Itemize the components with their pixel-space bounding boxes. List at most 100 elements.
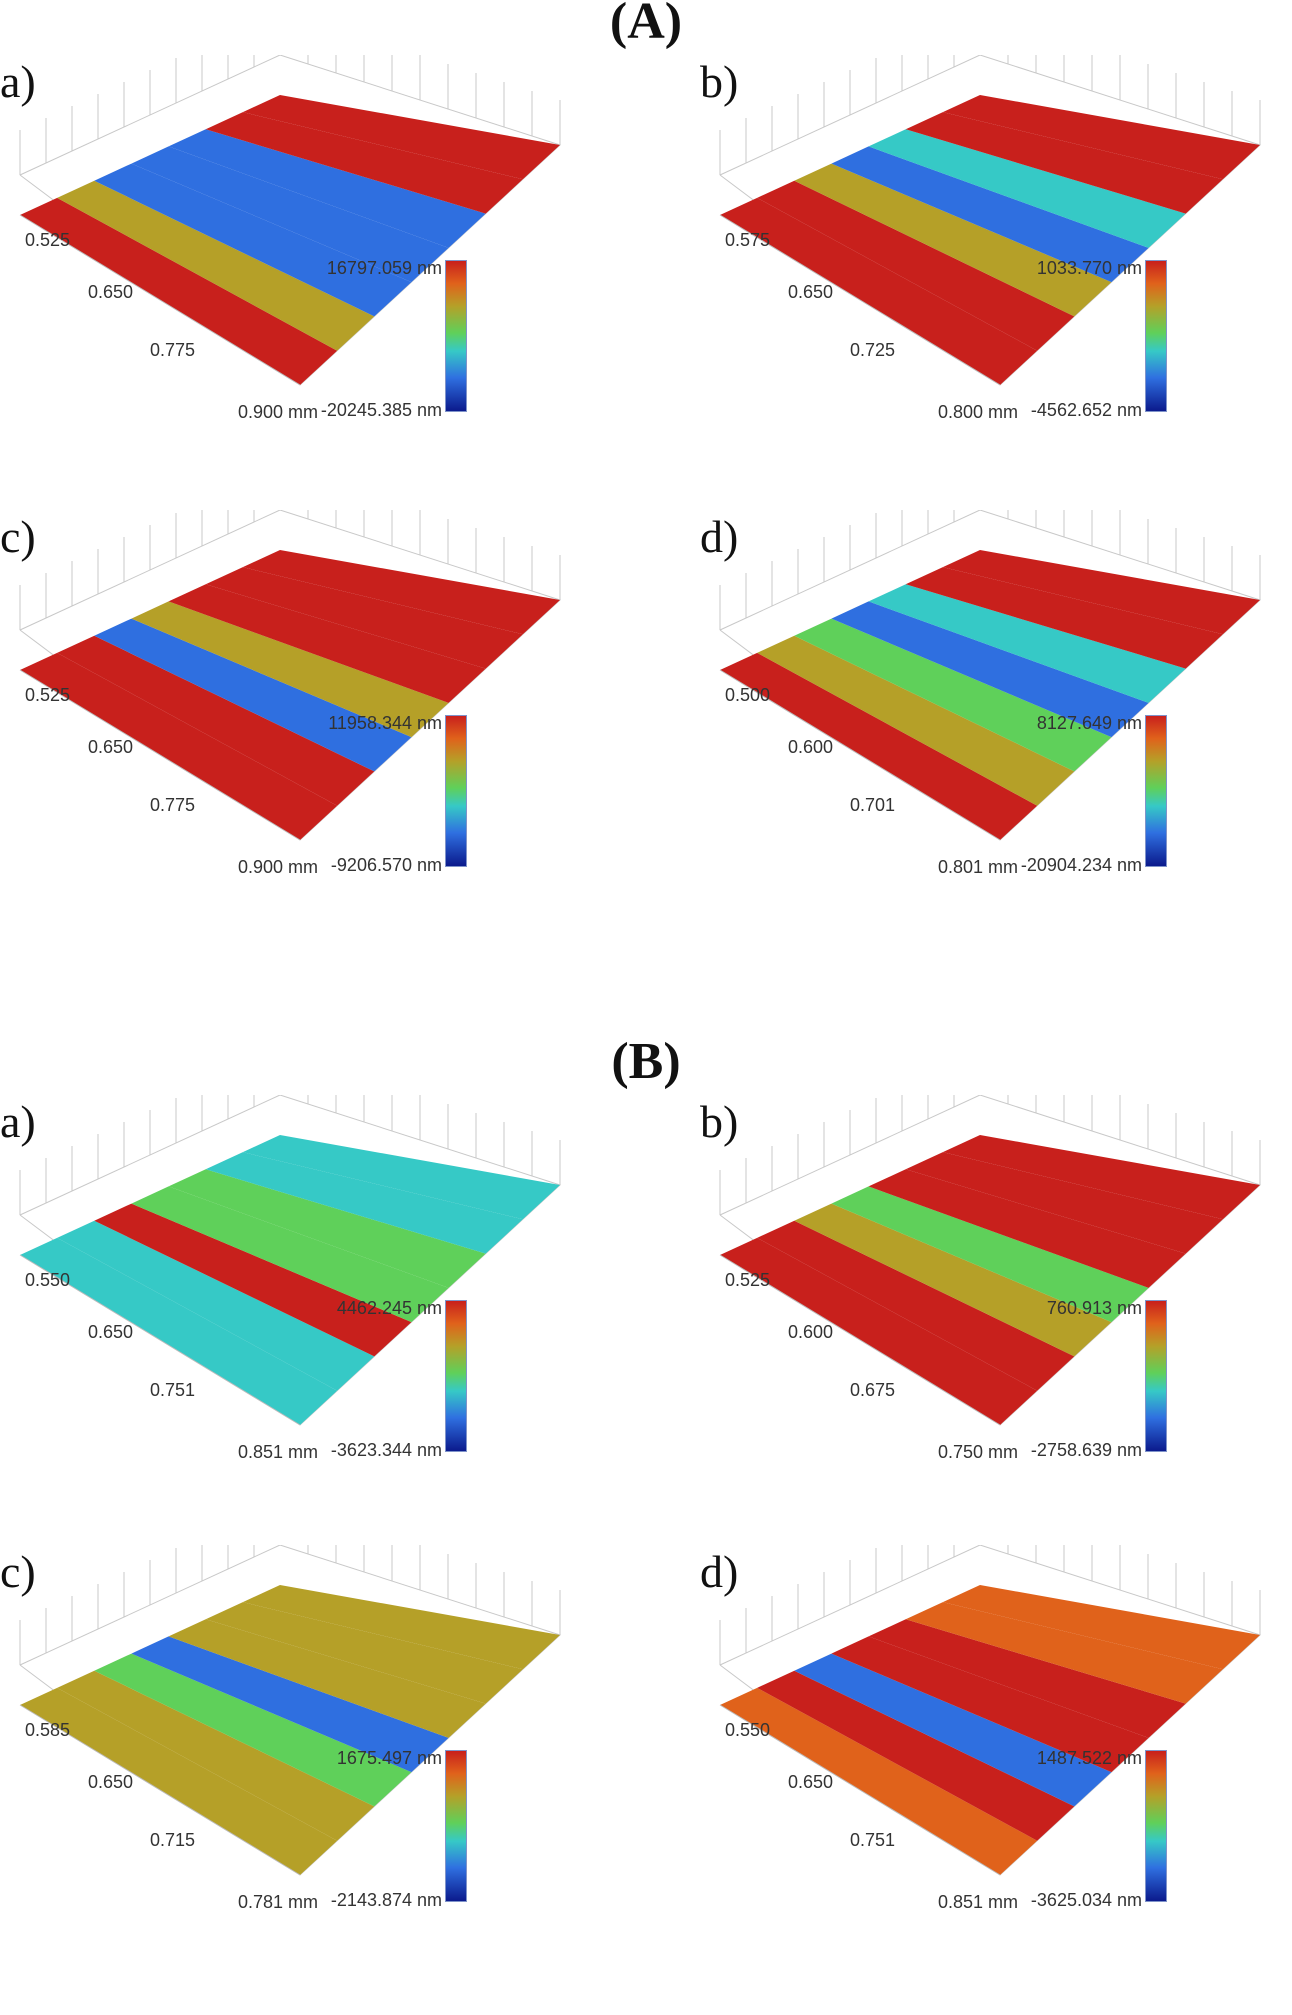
surface-band <box>831 146 1149 283</box>
axis-tick-label: 0.800 mm <box>938 402 1019 422</box>
panel-label: a) <box>0 1096 36 1147</box>
surface-band <box>20 1687 338 1875</box>
axis-tick-label: 0.781 mm <box>238 1892 319 1912</box>
surface-band <box>831 1186 1149 1323</box>
colorbar <box>445 1300 467 1452</box>
panel-label: b) <box>700 1096 739 1147</box>
colorbar-max-label: 8127.649 nm <box>1036 713 1142 733</box>
panel-label: d) <box>700 511 739 562</box>
colorbar <box>1145 715 1167 867</box>
surface-band <box>20 652 338 840</box>
axis-tick-label: 0.715 <box>150 1830 196 1850</box>
panel-label: c) <box>0 511 36 562</box>
axis-tick-label: 0.585 <box>25 1720 71 1740</box>
surface-band <box>794 618 1112 772</box>
axis-line <box>19 1254 301 1426</box>
colorbar-min-label: -2758.639 nm <box>1030 1440 1142 1460</box>
surface-band <box>868 1619 1186 1738</box>
surface-plot <box>719 55 1261 386</box>
colorbar-min-label: -3623.344 nm <box>330 1440 442 1460</box>
axis-tick-label: 0.775 <box>150 795 196 815</box>
colorbar-max-label: 760.913 nm <box>1046 1298 1142 1318</box>
colorbar-min-label: -9206.570 nm <box>330 855 442 875</box>
axis-tick-label: 0.725 <box>850 340 896 360</box>
axis-tick-label: 0.775 <box>150 340 196 360</box>
colorbar <box>1145 1750 1167 1902</box>
axis-tick-label: 0.550 <box>25 1270 71 1290</box>
axis-tick-label: 0.851 mm <box>938 1892 1019 1912</box>
axis-tick-label: 0.650 <box>88 1322 134 1342</box>
surface-band <box>905 567 1223 669</box>
colorbar <box>1145 260 1167 412</box>
surface-band <box>942 1135 1260 1220</box>
axis-tick-label: 0.650 <box>88 1772 134 1792</box>
surface-band <box>905 1602 1223 1704</box>
surface-band <box>242 550 560 635</box>
surface-band <box>94 163 412 317</box>
surface-band <box>168 1619 486 1738</box>
surface-plot <box>719 510 1261 841</box>
axis-line <box>19 1704 301 1876</box>
panel-label: b) <box>700 56 739 107</box>
colorbar-max-label: 16797.059 nm <box>326 258 442 278</box>
surface-band <box>131 1186 449 1323</box>
axis-line <box>19 214 301 386</box>
axis-tick-label: 0.900 mm <box>238 402 319 422</box>
colorbar <box>445 1750 467 1902</box>
axis-tick-label: 0.751 <box>850 1830 896 1850</box>
panel-b-b: b) 0.525 0.600 0.675 0.750 mm 760.913 nm -2758… <box>700 1095 1292 1565</box>
surface-band <box>757 1220 1075 1391</box>
axis-tick-label: 0.701 <box>850 795 896 815</box>
surface-band <box>57 635 375 806</box>
surface-band <box>131 146 449 283</box>
colorbar <box>445 260 467 412</box>
axis-line <box>719 214 1001 386</box>
axis-line <box>719 669 1001 841</box>
axis-tick-label: 0.550 <box>725 1720 771 1740</box>
section-title-a: (A) <box>609 0 683 50</box>
surface-band <box>942 550 1260 635</box>
panel-label: d) <box>700 1546 739 1597</box>
panel-label: c) <box>0 1546 36 1597</box>
surface-band <box>94 1653 412 1807</box>
surface-band <box>20 197 338 385</box>
axis-tick-label: 0.751 <box>150 1380 196 1400</box>
colorbar <box>445 715 467 867</box>
surface-band <box>794 1203 1112 1357</box>
colorbar-min-label: -2143.874 nm <box>330 1890 442 1910</box>
surface-band <box>205 1602 523 1704</box>
axis-tick-label: 0.650 <box>88 282 134 302</box>
surface-band <box>720 197 1038 385</box>
panel-a-c: c) 0.525 0.650 0.775 0.900 mm 11958.344 nm -92… <box>0 510 620 980</box>
panel-a-d: d) 0.500 0.600 0.701 0.801 mm 8127.649 nm -209… <box>700 510 1292 980</box>
surface-band <box>57 1220 375 1391</box>
panel-a-b: b) 0.575 0.650 0.725 0.800 mm 1033.770 nm -456… <box>700 55 1292 525</box>
surface-band <box>131 1636 449 1773</box>
axis-tick-label: 0.525 <box>725 1270 771 1290</box>
axis-tick-label: 0.575 <box>725 230 771 250</box>
axis-tick-label: 0.675 <box>850 1380 896 1400</box>
surface-band <box>94 618 412 772</box>
surface-band <box>168 1169 486 1288</box>
surface-band <box>168 584 486 703</box>
colorbar-max-label: 1033.770 nm <box>1036 258 1142 278</box>
surface-band <box>57 1670 375 1841</box>
axis-tick-label: 0.750 mm <box>938 1442 1019 1462</box>
surface-band <box>757 1670 1075 1841</box>
colorbar-max-label: 11958.344 nm <box>328 713 442 733</box>
surface-band <box>905 112 1223 214</box>
axis-tick-label: 0.650 <box>788 1772 834 1792</box>
surface-band <box>205 567 523 669</box>
surface-band <box>57 180 375 351</box>
axis-tick-label: 0.525 <box>25 685 71 705</box>
axis-line <box>19 669 301 841</box>
axis-tick-label: 0.500 <box>725 685 771 705</box>
axis-line <box>719 1704 1001 1876</box>
panel-label: a) <box>0 56 36 107</box>
surface-plot <box>19 510 561 841</box>
surface-band <box>94 1203 412 1357</box>
axis-tick-label: 0.900 mm <box>238 857 319 877</box>
colorbar-max-label: 4462.245 nm <box>336 1298 442 1318</box>
surface-band <box>720 1237 1038 1425</box>
axis-tick-label: 0.525 <box>25 230 71 250</box>
